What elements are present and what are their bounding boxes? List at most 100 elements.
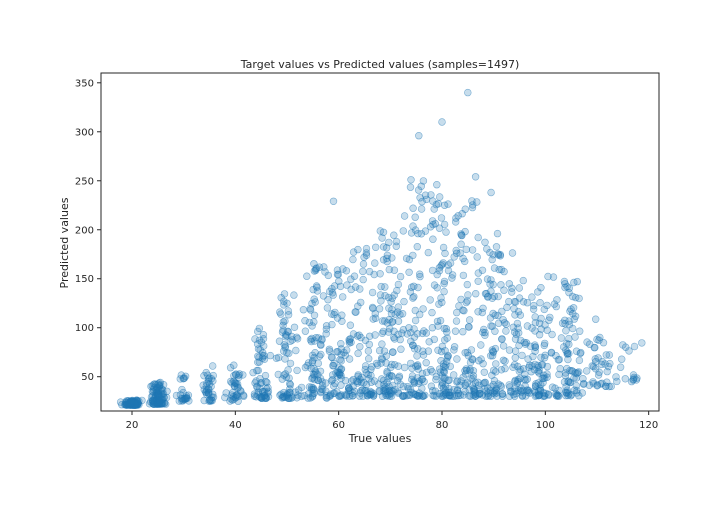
data-point [498,392,507,400]
chart-title: Target values vs Predicted values (sampl… [240,58,519,71]
data-point [461,205,469,213]
data-point [462,245,470,254]
data-point [255,336,264,344]
data-point [396,272,405,281]
data-point [464,291,472,299]
data-point [333,266,342,274]
data-point [510,297,519,306]
data-point [505,392,514,400]
data-point [407,176,415,184]
data-point [538,361,547,369]
data-point [383,392,391,400]
data-point [591,315,600,323]
data-point [395,372,404,380]
data-point [528,293,536,301]
data-point [323,304,332,312]
data-point [350,272,359,280]
data-point [277,294,285,302]
data-point [232,371,240,379]
data-point [387,298,395,306]
data-point [442,388,451,397]
data-points [116,88,646,409]
data-point [416,270,424,278]
data-point [518,351,526,360]
data-point [389,318,397,326]
data-point [503,303,511,312]
data-point [226,397,234,405]
data-point [463,280,471,289]
data-point [459,328,467,336]
data-point [621,375,629,383]
data-point [453,355,461,363]
data-point [361,365,369,374]
data-point [388,360,396,369]
data-point [385,372,394,380]
data-point [325,347,334,355]
data-point [440,280,448,288]
data-point [617,355,626,363]
data-point [408,283,416,291]
data-point [359,267,367,276]
data-point [314,359,322,368]
data-point [418,198,426,206]
data-point [450,371,458,379]
data-point [274,353,283,362]
data-point [494,292,502,301]
data-point [542,389,550,398]
data-point [543,326,551,334]
data-point [203,379,211,387]
y-axis-label: Predicted values [58,197,71,288]
data-point [342,267,351,275]
data-point [335,277,343,285]
data-point [514,307,523,316]
data-point [399,392,407,400]
x-tick-label: 120 [639,420,658,431]
data-point [442,228,450,236]
data-point [234,371,243,379]
data-point [410,293,418,301]
data-point [555,355,563,364]
data-point [336,356,344,364]
data-point [473,253,481,261]
data-point [478,266,487,274]
data-point [497,366,506,374]
data-point [428,308,436,317]
data-point [471,173,480,181]
data-point [396,335,404,344]
data-point [523,322,532,330]
data-point [490,264,499,272]
data-point [436,193,444,201]
data-point [508,288,516,296]
data-point [511,347,520,355]
data-point [561,371,570,380]
data-point [570,278,578,287]
data-point [578,389,586,397]
data-point [480,368,488,376]
data-point [509,363,517,371]
data-point [441,363,449,372]
data-point [481,290,490,298]
data-point [443,353,452,362]
data-point [450,392,458,400]
data-point [465,316,474,324]
data-point [280,341,288,349]
data-point [540,341,548,350]
data-point [426,296,434,304]
data-point [343,281,351,289]
data-point [410,377,418,385]
data-point [417,205,426,213]
data-point [573,389,581,397]
data-point [437,262,445,270]
data-point [257,338,266,346]
data-point [259,349,267,357]
data-point [421,391,429,399]
data-point [473,198,481,206]
data-point [281,344,289,352]
data-point [452,214,460,222]
data-point [254,358,262,366]
data-point [347,285,355,294]
data-point [322,387,330,395]
data-point [437,294,445,302]
data-point [562,383,570,391]
